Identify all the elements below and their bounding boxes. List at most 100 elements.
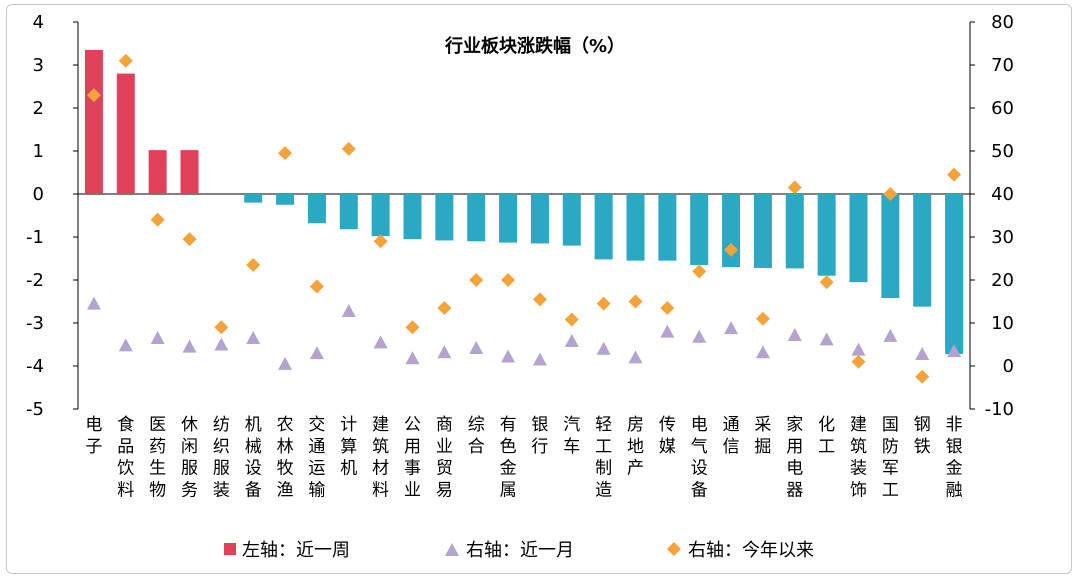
category-label: 非银金融 [946, 415, 963, 500]
triangle-point-交通运输 [309, 346, 324, 360]
right-tick-label: 40 [991, 184, 1014, 205]
category-label: 建筑装饰 [850, 415, 867, 500]
diamond-point-机械设备 [246, 257, 261, 272]
category-label: 纺织服装 [213, 415, 230, 500]
left-tick-label: -2 [26, 270, 44, 291]
bar-有色金属 [499, 194, 518, 243]
category-label: 钢铁 [914, 415, 931, 457]
category-label: 汽车 [563, 415, 580, 457]
left-tick-label: -3 [26, 313, 44, 334]
bar-房地产 [626, 194, 645, 261]
triangle-point-钢铁 [915, 346, 930, 360]
category-label: 传媒 [659, 415, 676, 457]
bar-建筑装饰 [849, 194, 868, 283]
triangle-point-休闲服务 [182, 339, 197, 353]
right-tick-label: 20 [991, 270, 1014, 291]
triangle-point-医药生物 [150, 331, 165, 345]
bar-钢铁 [913, 194, 932, 307]
triangle-point-有色金属 [501, 349, 516, 363]
bar-休闲服务 [180, 150, 199, 194]
diamond-point-化工 [819, 275, 834, 290]
triangle-point-国防军工 [883, 328, 898, 342]
triangle-point-计算机 [341, 303, 356, 317]
category-label: 国防军工 [882, 415, 899, 500]
right-tick-label: 10 [991, 313, 1014, 334]
triangle-point-采掘 [755, 345, 770, 359]
diamond-point-电子 [86, 88, 101, 103]
category-label: 房地产 [627, 415, 644, 479]
diamond-point-家用电器 [787, 180, 802, 195]
category-label: 电气设备 [691, 415, 708, 500]
diamond-point-电气设备 [692, 264, 707, 279]
left-tick-label: -4 [26, 356, 44, 377]
right-tick-label: 30 [991, 227, 1014, 248]
chart-title: 行业板块涨跌幅（%） [444, 35, 625, 57]
bar-商业贸易 [435, 194, 454, 241]
category-label: 计算机 [340, 415, 357, 479]
diamond-point-医药生物 [150, 212, 165, 227]
right-tick-label: -10 [985, 399, 1014, 420]
bar-采掘 [753, 194, 772, 268]
category-label: 休闲服务 [181, 415, 198, 500]
diamond-point-农林牧渔 [278, 146, 293, 161]
diamond-point-休闲服务 [182, 232, 197, 247]
triangle-point-商业贸易 [437, 345, 452, 359]
bar-建筑材料 [371, 194, 390, 237]
triangle-point-食品饮料 [118, 338, 133, 352]
triangle-series [86, 296, 962, 370]
legend-bar-swatch [224, 543, 236, 555]
triangle-point-机械设备 [246, 331, 261, 345]
bar-计算机 [339, 194, 358, 230]
legend: 左轴：近一周 右轴：近一月 右轴：今年以来 [224, 540, 814, 561]
bar-家用电器 [785, 194, 804, 269]
category-label: 通信 [723, 415, 740, 457]
triangle-point-轻工制造 [596, 341, 611, 355]
category-label: 轻工制造 [595, 415, 612, 500]
diamond-point-计算机 [341, 141, 356, 156]
legend-diamond-label: 右轴：今年以来 [688, 540, 814, 561]
category-label: 农林牧渔 [277, 415, 294, 500]
bar-医药生物 [148, 150, 167, 194]
bar-电子 [84, 49, 103, 195]
diamond-series [86, 53, 962, 384]
category-label: 机械设备 [245, 415, 262, 500]
legend-triangle-swatch [445, 543, 459, 556]
bar-公用事业 [403, 194, 422, 240]
triangle-point-建筑装饰 [851, 342, 866, 356]
triangle-point-通信 [724, 321, 739, 335]
diamond-point-有色金属 [501, 273, 516, 287]
bar-交通运输 [307, 194, 326, 224]
diamond-point-汽车 [564, 312, 579, 327]
left-tick-label: 3 [33, 55, 44, 76]
diamond-point-通信 [724, 242, 739, 257]
diamond-point-建筑装饰 [851, 354, 866, 369]
triangle-point-家用电器 [787, 328, 802, 342]
bar-传媒 [658, 194, 677, 261]
left-tick-label: 0 [33, 184, 44, 205]
category-label: 化工 [818, 415, 835, 457]
category-label: 食品饮料 [117, 415, 134, 500]
diamond-point-纺织服装 [214, 320, 229, 335]
diamond-point-钢铁 [915, 369, 930, 384]
bar-汽车 [562, 194, 581, 246]
right-tick-label: 0 [1003, 356, 1014, 377]
category-label: 商业贸易 [436, 415, 453, 500]
bar-电气设备 [690, 194, 709, 265]
left-tick-label: 4 [33, 12, 44, 33]
triangle-point-化工 [819, 332, 834, 346]
diamond-point-银行 [532, 292, 547, 307]
triangle-point-非银金融 [947, 343, 962, 357]
legend-triangle-label: 右轴：近一月 [466, 540, 574, 561]
category-label: 建筑材料 [372, 415, 389, 500]
bar-食品饮料 [116, 73, 135, 194]
diamond-point-采掘 [755, 311, 770, 326]
diamond-point-建筑材料 [373, 234, 388, 249]
triangle-point-纺织服装 [214, 337, 229, 351]
chart-frame [6, 4, 1072, 574]
bar-农林牧渔 [276, 194, 295, 205]
right-tick-label: 60 [991, 98, 1014, 119]
right-tick-label: 70 [991, 55, 1014, 76]
bar-series [84, 49, 964, 354]
